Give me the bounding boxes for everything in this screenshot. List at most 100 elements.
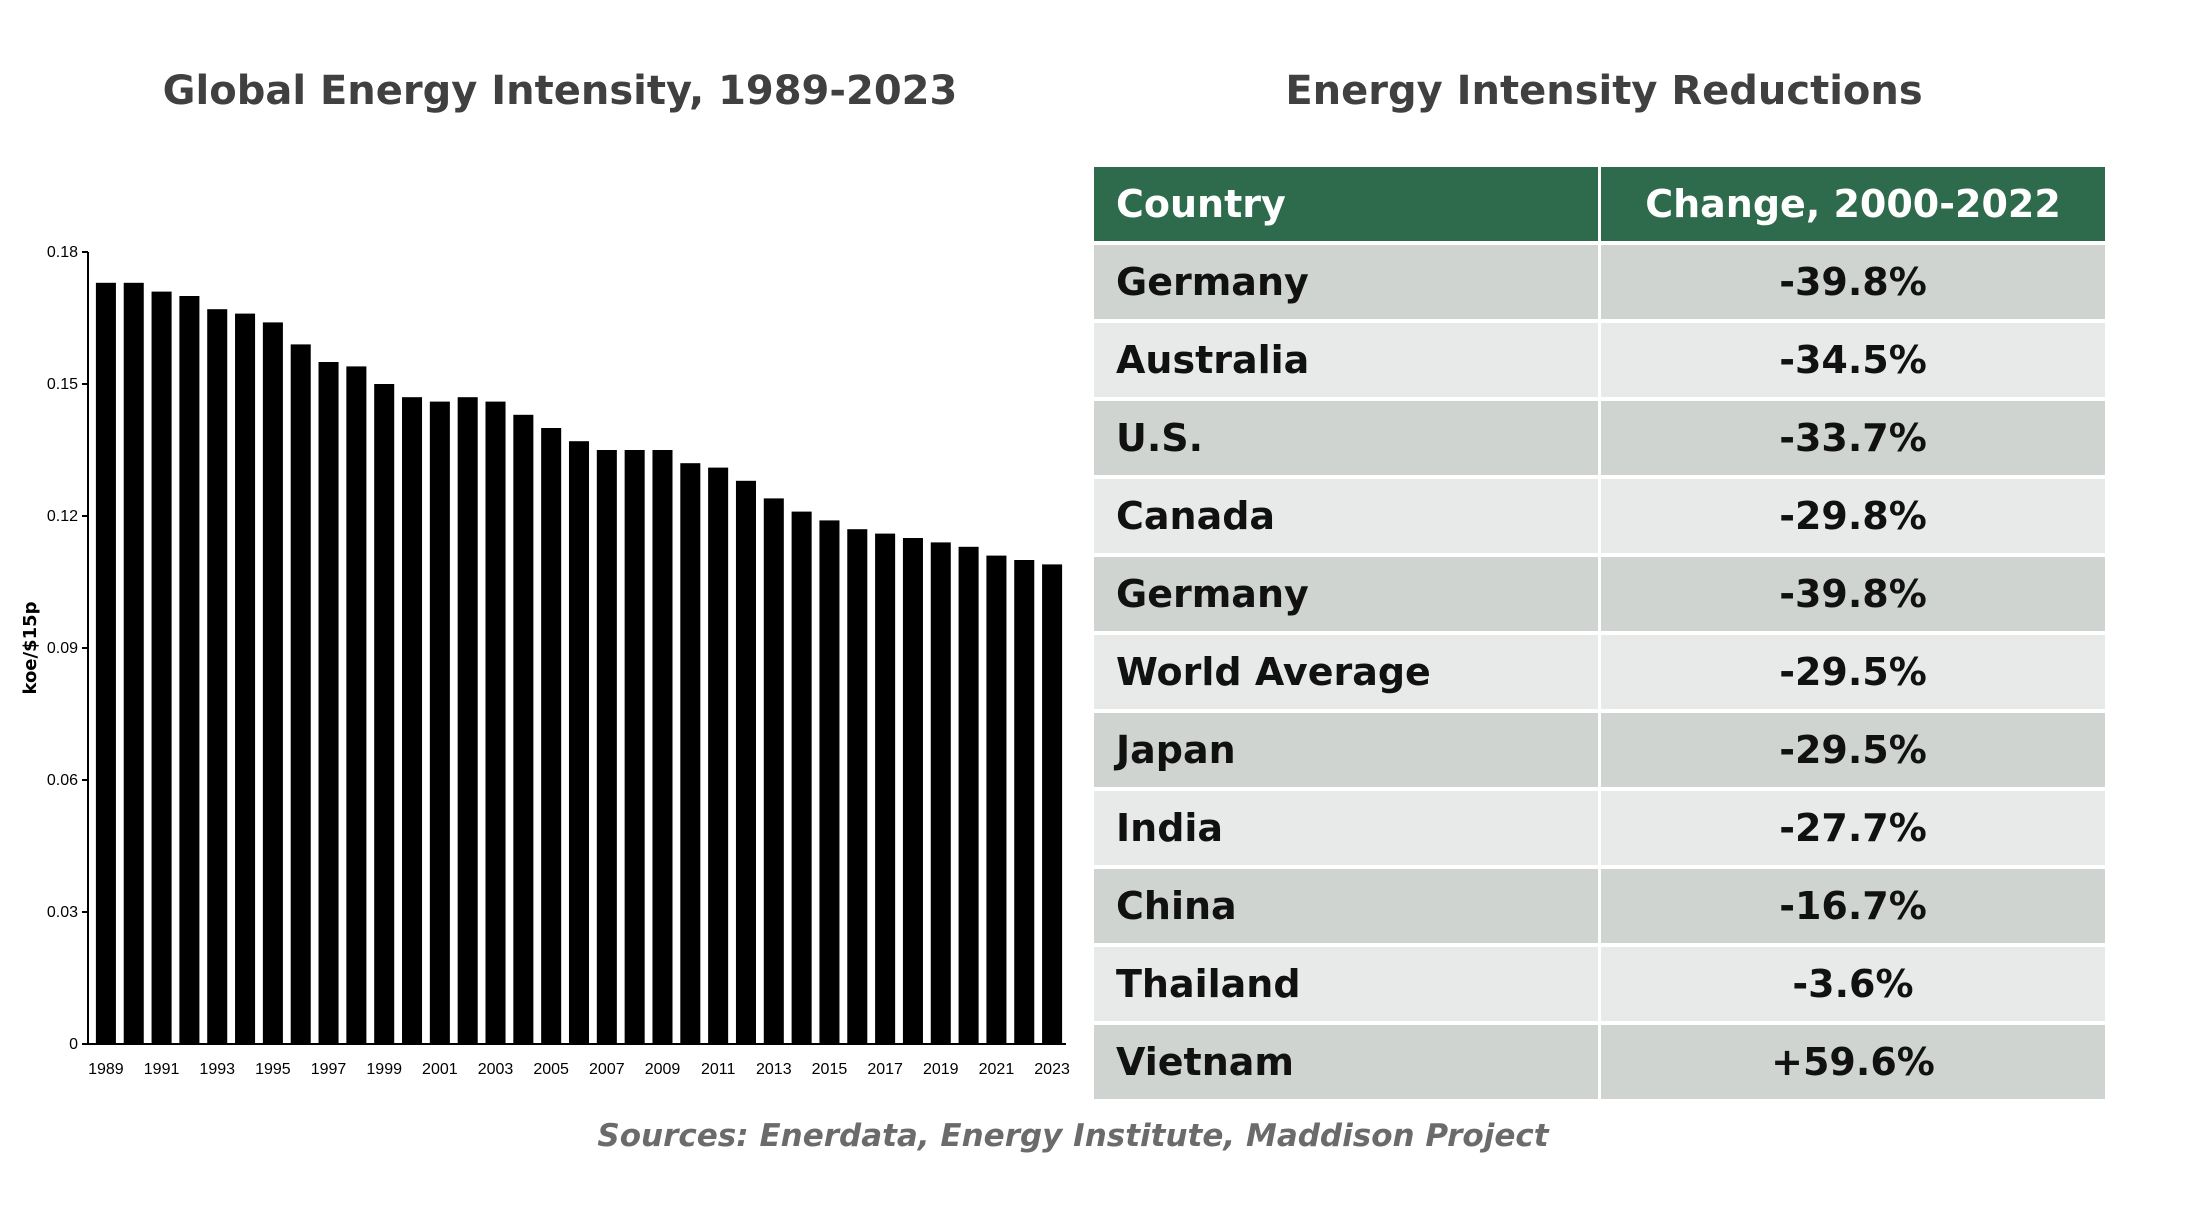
bar-2009 [652,450,673,1044]
country-cell: Thailand [1094,947,1601,1025]
bar-2016 [847,529,868,1044]
source-note: Sources: Enerdata, Energy Institute, Mad… [597,1118,1549,1154]
table-row: China -16.7% [1094,869,2108,947]
bar-1990 [123,282,144,1044]
bar-1992 [179,296,200,1044]
x-tick-label: 2021 [979,1061,1015,1078]
energy-intensity-bar-chart: 0.18 0.15 0.12 0.09 0.06 0.03 0 1989 1991 1993 19… [20,244,1070,1078]
bar-2007 [596,450,617,1044]
x-tick-label: 2013 [756,1061,792,1078]
bar-2006 [568,441,590,1044]
bar-1998 [346,366,367,1044]
x-tick-label: 2001 [422,1061,458,1078]
x-tick-label: 2009 [645,1061,681,1078]
bar-1993 [207,309,228,1044]
y-axis-label: koe/$15p [20,601,41,694]
y-axis: 0.18 0.15 0.12 0.09 0.06 0.03 0 [47,244,89,1053]
bar-1989 [95,282,116,1044]
bar-2020 [958,546,979,1044]
x-tick-label: 1993 [199,1061,235,1078]
bar-2021 [986,555,1007,1044]
bar-2013 [763,498,784,1044]
country-cell: China [1094,869,1601,947]
bar-2019 [930,542,951,1044]
table-row: Germany -39.8% [1094,557,2108,635]
bar-2002 [457,397,478,1044]
change-cell: -16.7% [1601,869,2108,947]
bar-2004 [513,414,534,1044]
bar-1995 [262,322,283,1044]
bars [95,282,1063,1045]
x-tick-label: 1989 [88,1061,124,1078]
bar-2008 [624,450,645,1044]
x-tick-label: 2015 [812,1061,848,1078]
y-tick-label: 0.03 [47,904,78,921]
bar-2001 [429,401,450,1045]
x-tick-label: 2011 [701,1061,736,1078]
y-tick-label: 0.06 [47,772,78,789]
bar-2018 [902,538,923,1044]
change-cell: -34.5% [1601,323,2108,401]
country-cell: Vietnam [1094,1025,1601,1103]
x-tick-label: 2019 [923,1061,959,1078]
change-cell: -39.8% [1601,557,2108,635]
table-row: India -27.7% [1094,791,2108,869]
y-tick-label: 0.18 [47,244,78,261]
bar-2011 [708,467,729,1045]
bar-2017 [875,533,896,1044]
change-cell: -29.8% [1601,479,2108,557]
x-tick-label: 1999 [366,1061,402,1078]
bar-2003 [485,401,506,1045]
bar-1997 [318,362,339,1044]
change-cell: -29.5% [1601,635,2108,713]
bar-1991 [151,291,172,1045]
country-cell: World Average [1094,635,1601,713]
country-cell: Canada [1094,479,1601,557]
x-tick-label: 1997 [311,1061,347,1078]
country-cell: Germany [1094,557,1601,635]
bar-2023 [1042,564,1063,1044]
x-tick-label: 1991 [144,1061,180,1078]
country-cell: U.S. [1094,401,1601,479]
table-row: Vietnam +59.6% [1094,1025,2108,1103]
change-cell: -3.6% [1601,947,2108,1025]
y-tick-label: 0 [69,1036,78,1053]
table-header-row: Country Change, 2000-2022 [1094,167,2108,245]
change-cell: -29.5% [1601,713,2108,791]
x-tick-label: 2023 [1034,1061,1070,1078]
bar-2022 [1014,560,1035,1044]
x-axis: 1989 1991 1993 1995 1997 1999 2001 2003 2005 2007… [88,1043,1070,1078]
bar-2014 [791,511,812,1045]
header-change: Change, 2000-2022 [1601,167,2108,245]
bar-2015 [819,520,840,1044]
bar-2012 [735,480,756,1044]
table-row: Germany -39.8% [1094,245,2108,323]
y-tick-label: 0.12 [47,508,78,525]
change-cell: -39.8% [1601,245,2108,323]
y-tick-label: 0.09 [47,640,78,657]
chart-title: Global Energy Intensity, 1989-2023 [162,68,958,114]
table-row: Canada -29.8% [1094,479,2108,557]
change-cell: +59.6% [1601,1025,2108,1103]
table-row: Australia -34.5% [1094,323,2108,401]
bar-1996 [290,344,311,1044]
x-tick-label: 2007 [589,1061,625,1078]
table-row: Japan -29.5% [1094,713,2108,791]
x-tick-label: 1995 [255,1061,291,1078]
table-row: Thailand -3.6% [1094,947,2108,1025]
country-cell: Australia [1094,323,1601,401]
table-row: U.S. -33.7% [1094,401,2108,479]
bar-2000 [402,397,423,1044]
bar-1999 [374,384,395,1044]
bar-2010 [680,463,701,1044]
header-country: Country [1094,167,1601,245]
x-tick-label: 2003 [478,1061,514,1078]
y-tick-label: 0.15 [47,376,78,393]
x-tick-label: 2017 [867,1061,903,1078]
energy-reductions-table: Country Change, 2000-2022 Germany -39.8% A… [1094,167,2108,1103]
country-cell: India [1094,791,1601,869]
bar-1994 [235,313,256,1045]
country-cell: Germany [1094,245,1601,323]
table-row: World Average -29.5% [1094,635,2108,713]
change-cell: -27.7% [1601,791,2108,869]
